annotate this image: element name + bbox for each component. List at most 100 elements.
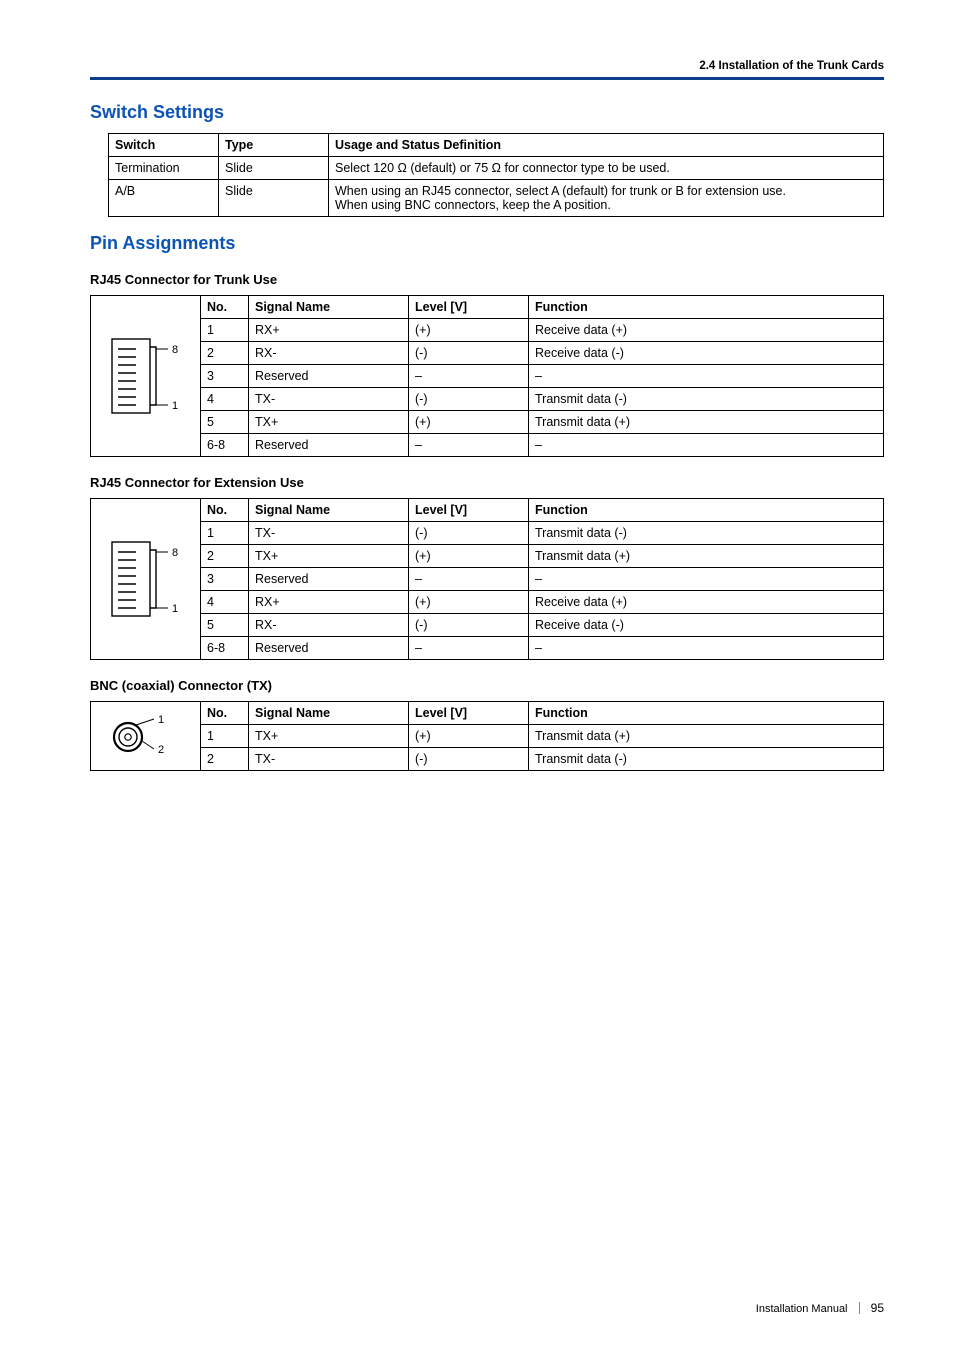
footer-page-number: 95 [871,1301,884,1315]
rj45-ext-block: 8 1 No. Signal Name Level [V] Function 1… [90,498,884,660]
cell-switch: A/B [109,180,219,217]
switch-settings-table: Switch Type Usage and Status Definition … [108,133,884,217]
cell: TX+ [249,411,409,434]
table-row: No. Signal Name Level [V] Function [201,499,884,522]
cell: – [409,568,529,591]
col-no: No. [201,296,249,319]
table-row: No. Signal Name Level [V] Function [201,702,884,725]
table-row: 2TX-(-)Transmit data (-) [201,748,884,771]
cell-usage: Select 120 Ω (default) or 75 Ω for conne… [329,157,884,180]
table-row: 5TX+(+)Transmit data (+) [201,411,884,434]
cell: 2 [201,545,249,568]
bnc-tx-table: No. Signal Name Level [V] Function 1TX+(… [200,701,884,771]
cell: – [409,365,529,388]
bnc-connector-icon: 1 2 [106,711,186,761]
col-switch: Switch [109,134,219,157]
cell-usage: When using an RJ45 connector, select A (… [329,180,884,217]
col-level: Level [V] [409,296,529,319]
col-type: Type [219,134,329,157]
cell: Transmit data (-) [529,748,884,771]
cell: (+) [409,411,529,434]
cell: – [529,434,884,457]
table-row: 4RX+(+)Receive data (+) [201,591,884,614]
cell: 3 [201,365,249,388]
table-row: 6-8Reserved–– [201,637,884,660]
table-row: 4TX-(-)Transmit data (-) [201,388,884,411]
cell: RX- [249,342,409,365]
cell: – [529,365,884,388]
table-row: No. Signal Name Level [V] Function [201,296,884,319]
table-row: 3Reserved–– [201,568,884,591]
cell: (+) [409,725,529,748]
cell: (-) [409,342,529,365]
cell: TX- [249,748,409,771]
cell-type: Slide [219,180,329,217]
cell: 2 [201,342,249,365]
rj45-ext-icon-cell: 8 1 [90,498,200,660]
cell: TX+ [249,725,409,748]
cell: (+) [409,591,529,614]
col-usage: Usage and Status Definition [329,134,884,157]
col-function: Function [529,702,884,725]
col-level: Level [V] [409,499,529,522]
table-row: 2TX+(+)Transmit data (+) [201,545,884,568]
cell: 1 [201,319,249,342]
cell: – [409,637,529,660]
col-signal: Signal Name [249,702,409,725]
rj45-ext-table: No. Signal Name Level [V] Function 1TX-(… [200,498,884,660]
table-row: 2RX-(-)Receive data (-) [201,342,884,365]
rj45-trunk-table: No. Signal Name Level [V] Function 1RX+(… [200,295,884,457]
cell: (-) [409,614,529,637]
table-row: Switch Type Usage and Status Definition [109,134,884,157]
cell: (-) [409,748,529,771]
cell: Receive data (+) [529,591,884,614]
cell: Transmit data (+) [529,545,884,568]
page-footer: Installation Manual 95 [756,1301,884,1315]
cell: 1 [201,725,249,748]
cell: Receive data (+) [529,319,884,342]
table-row: 6-8Reserved–– [201,434,884,457]
cell: RX+ [249,319,409,342]
cell: 1 [201,522,249,545]
cell: Reserved [249,568,409,591]
col-no: No. [201,702,249,725]
rj45-connector-icon: 8 1 [106,536,186,622]
cell: 5 [201,614,249,637]
cell: Transmit data (+) [529,725,884,748]
cell: RX- [249,614,409,637]
cell: 4 [201,591,249,614]
rj45-connector-icon: 8 1 [106,333,186,419]
cell: (-) [409,522,529,545]
pin-label-bottom: 2 [158,744,164,756]
cell: – [409,434,529,457]
cell: Reserved [249,365,409,388]
footer-divider [859,1302,860,1314]
cell: Receive data (-) [529,342,884,365]
cell: TX- [249,522,409,545]
pin-label-top: 8 [172,344,178,356]
cell: RX+ [249,591,409,614]
header-section-ref: 2.4 Installation of the Trunk Cards [90,60,884,72]
footer-doc-title: Installation Manual [756,1303,848,1315]
cell: Reserved [249,637,409,660]
pin-label-bottom: 1 [172,603,178,615]
col-signal: Signal Name [249,499,409,522]
cell: Receive data (-) [529,614,884,637]
pin-label-top: 1 [158,714,164,726]
cell: (-) [409,388,529,411]
cell: – [529,637,884,660]
subheading-rj45-trunk: RJ45 Connector for Trunk Use [90,272,884,287]
cell: Transmit data (+) [529,411,884,434]
cell: 5 [201,411,249,434]
subheading-bnc-tx: BNC (coaxial) Connector (TX) [90,678,884,693]
cell: (+) [409,319,529,342]
table-row: A/B Slide When using an RJ45 connector, … [109,180,884,217]
pin-label-bottom: 1 [172,400,178,412]
cell: 3 [201,568,249,591]
bnc-tx-block: 1 2 No. Signal Name Level [V] Function 1… [90,701,884,771]
switch-settings-table-wrap: Switch Type Usage and Status Definition … [108,133,884,217]
cell: (+) [409,545,529,568]
table-row: 1TX-(-)Transmit data (-) [201,522,884,545]
col-function: Function [529,499,884,522]
cell: TX+ [249,545,409,568]
